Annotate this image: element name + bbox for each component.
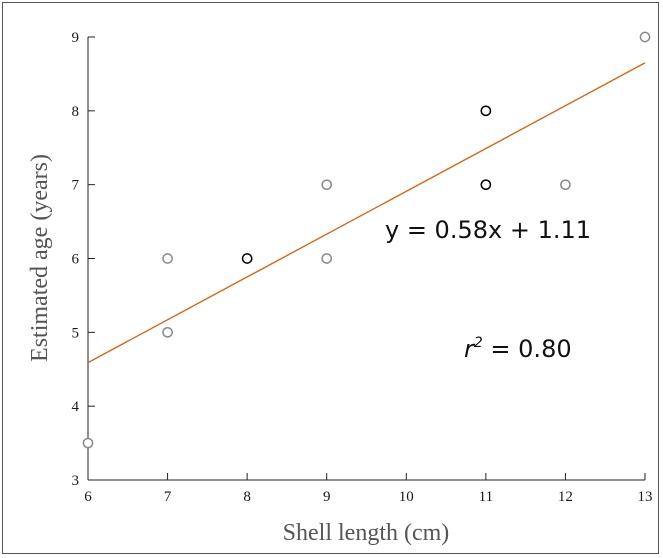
data-point [480,179,492,191]
y-tick-label: 7 [72,178,80,194]
regression-line [87,62,646,364]
x-tick-label: 11 [479,489,493,505]
y-axis-title: Estimated age (years) [27,154,53,362]
points-group [82,31,651,449]
y-tick-label: 9 [72,30,80,46]
data-point [560,179,571,191]
data-point [82,437,94,449]
r-exponent: 2 [474,335,483,351]
regression-equation: y = 0.58x + 1.11 [385,216,591,244]
fit-line-group [87,62,646,364]
x-axis-title: Shell length (cm) [283,520,450,546]
r-value: = 0.80 [483,335,572,363]
x-tick-label: 7 [164,489,172,505]
data-point [241,253,253,264]
data-point [162,253,173,264]
r-symbol: r [464,335,476,363]
data-point [162,326,173,338]
data-point [639,31,651,43]
x-tick-label: 10 [399,489,414,505]
x-tick-label: 8 [243,489,251,505]
y-tick-label: 5 [72,325,80,341]
r-squared-label: r2 = 0.80 [464,335,572,363]
y-tick-label: 6 [72,252,80,268]
ticks: 6 7 8 9 10 11 12 13 3 4 5 6 7 8 9 [72,30,653,505]
x-tick-label: 9 [323,489,331,505]
y-tick-label: 3 [72,473,80,489]
y-tick-label: 8 [72,104,80,120]
data-point [480,105,492,117]
x-tick-label: 13 [638,489,653,505]
data-point [321,253,333,264]
y-tick-label: 4 [72,399,80,415]
x-tick-label: 12 [558,489,573,505]
data-point [321,179,333,191]
x-tick-label: 6 [84,489,92,505]
